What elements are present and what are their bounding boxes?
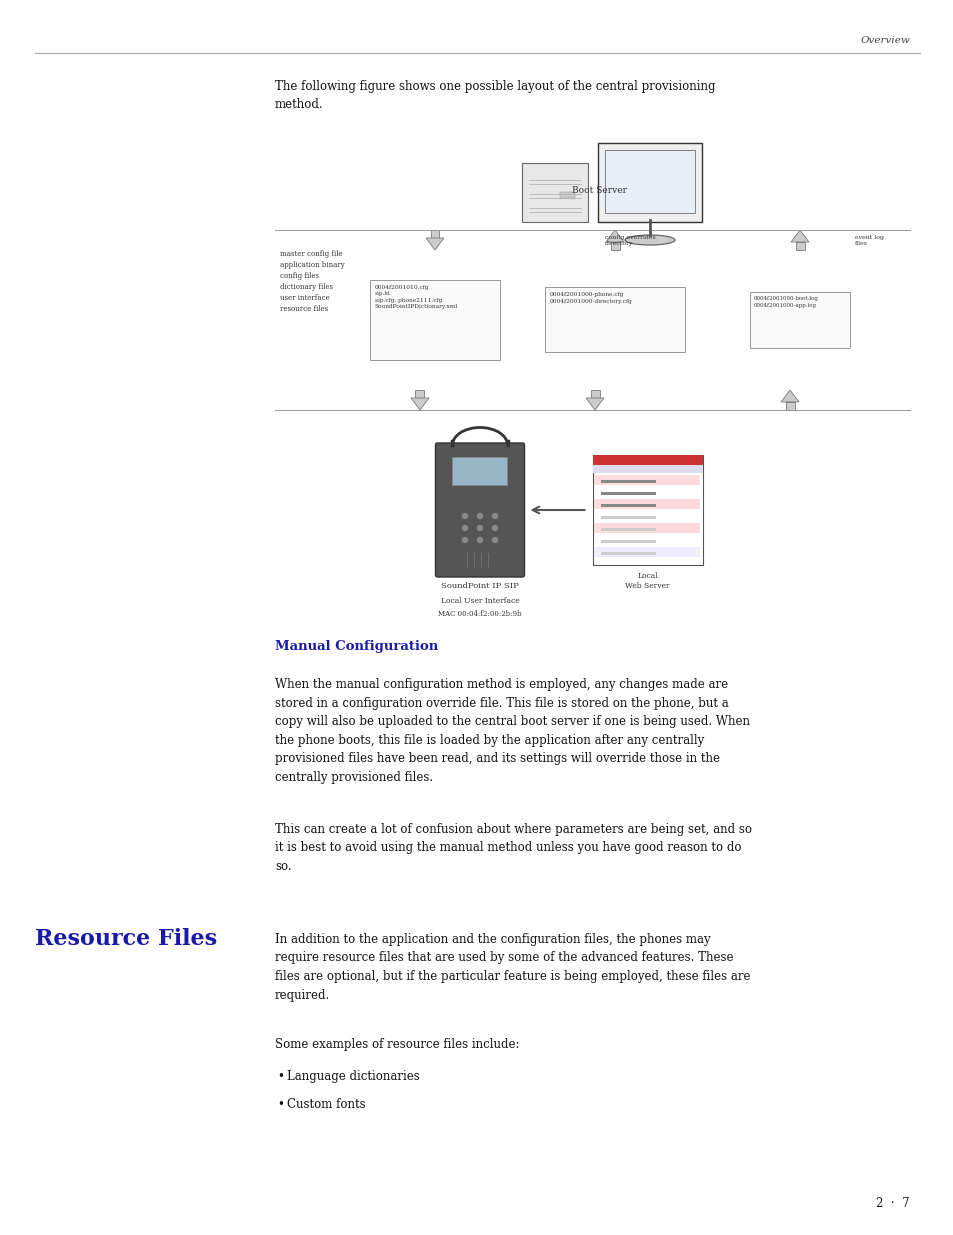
Circle shape bbox=[462, 526, 467, 531]
FancyBboxPatch shape bbox=[784, 403, 794, 410]
Polygon shape bbox=[426, 238, 443, 249]
Bar bbox=[599, 527, 655, 531]
Bar bbox=[559, 191, 575, 198]
Text: event log
files: event log files bbox=[854, 235, 883, 246]
Text: This can create a lot of confusion about where parameters are being set, and so
: This can create a lot of confusion about… bbox=[274, 823, 751, 873]
Text: •: • bbox=[276, 1098, 284, 1112]
Bar bbox=[594, 511, 700, 521]
Text: Overview: Overview bbox=[860, 36, 909, 44]
Bar bbox=[452, 457, 507, 485]
Bar bbox=[599, 492, 655, 494]
Polygon shape bbox=[605, 230, 623, 242]
Circle shape bbox=[462, 537, 467, 542]
Text: 2  ·  7: 2 · 7 bbox=[876, 1197, 909, 1210]
Bar bbox=[594, 475, 700, 485]
Bar bbox=[594, 547, 700, 557]
Polygon shape bbox=[790, 230, 808, 242]
Bar bbox=[599, 552, 655, 555]
Bar bbox=[604, 149, 695, 212]
Text: The following figure shows one possible layout of the central provisioning
metho: The following figure shows one possible … bbox=[274, 80, 715, 111]
Text: Custom fonts: Custom fonts bbox=[287, 1098, 365, 1112]
FancyBboxPatch shape bbox=[598, 143, 701, 222]
FancyBboxPatch shape bbox=[590, 390, 598, 398]
FancyBboxPatch shape bbox=[430, 230, 439, 238]
FancyBboxPatch shape bbox=[416, 390, 424, 398]
Text: Boot Server: Boot Server bbox=[572, 186, 627, 195]
FancyBboxPatch shape bbox=[795, 242, 803, 249]
Bar bbox=[594, 522, 700, 534]
Text: Some examples of resource files include:: Some examples of resource files include: bbox=[274, 1037, 519, 1051]
Bar bbox=[592, 466, 701, 473]
Circle shape bbox=[462, 514, 467, 519]
Polygon shape bbox=[411, 398, 429, 410]
Circle shape bbox=[477, 537, 482, 542]
Text: Resource Files: Resource Files bbox=[35, 927, 217, 950]
Text: 0004f2001000-boot.log
0004f2001000-app.log: 0004f2001000-boot.log 0004f2001000-app.l… bbox=[753, 296, 818, 308]
Text: When the manual configuration method is employed, any changes made are
stored in: When the manual configuration method is … bbox=[274, 678, 749, 783]
Circle shape bbox=[477, 514, 482, 519]
Bar bbox=[594, 535, 700, 545]
Polygon shape bbox=[585, 398, 603, 410]
Text: 0004f2001010.cfg
sip.ld
sip.cfg, phone2111.cfg
SoundPointIPDictionary.xml: 0004f2001010.cfg sip.ld sip.cfg, phone21… bbox=[375, 285, 457, 309]
Text: Local User Interface: Local User Interface bbox=[440, 597, 518, 605]
Text: •: • bbox=[276, 1070, 284, 1083]
Bar bbox=[594, 499, 700, 509]
Text: Local
Web Server: Local Web Server bbox=[624, 572, 669, 590]
Text: 0004f2001000-phone.cfg
0004f2001000-directory.cfg: 0004f2001000-phone.cfg 0004f2001000-dire… bbox=[550, 293, 632, 304]
Text: Language dictionaries: Language dictionaries bbox=[287, 1070, 419, 1083]
Circle shape bbox=[477, 526, 482, 531]
Text: SoundPoint IP SIP: SoundPoint IP SIP bbox=[440, 582, 518, 590]
Bar bbox=[599, 515, 655, 519]
Polygon shape bbox=[781, 390, 799, 403]
Ellipse shape bbox=[624, 235, 675, 245]
Bar bbox=[370, 280, 499, 359]
Text: config overrides
directory: config overrides directory bbox=[604, 235, 655, 246]
Bar bbox=[592, 454, 701, 466]
Circle shape bbox=[492, 526, 497, 531]
Bar bbox=[594, 487, 700, 496]
Bar bbox=[592, 454, 701, 564]
Circle shape bbox=[492, 514, 497, 519]
Text: In addition to the application and the configuration files, the phones may
requi: In addition to the application and the c… bbox=[274, 932, 750, 1002]
Bar bbox=[599, 540, 655, 542]
FancyBboxPatch shape bbox=[435, 443, 524, 577]
FancyBboxPatch shape bbox=[521, 163, 587, 222]
Bar bbox=[599, 479, 655, 483]
Text: master config file
application binary
config files
dictionary files
user interfa: master config file application binary co… bbox=[280, 249, 344, 312]
Text: MAC 00:04:f2:00:2b:9b: MAC 00:04:f2:00:2b:9b bbox=[437, 610, 521, 618]
Circle shape bbox=[492, 537, 497, 542]
FancyBboxPatch shape bbox=[610, 242, 618, 249]
Text: Manual Configuration: Manual Configuration bbox=[274, 640, 437, 653]
Bar bbox=[599, 504, 655, 506]
Bar bbox=[749, 293, 849, 347]
Bar bbox=[544, 288, 684, 352]
